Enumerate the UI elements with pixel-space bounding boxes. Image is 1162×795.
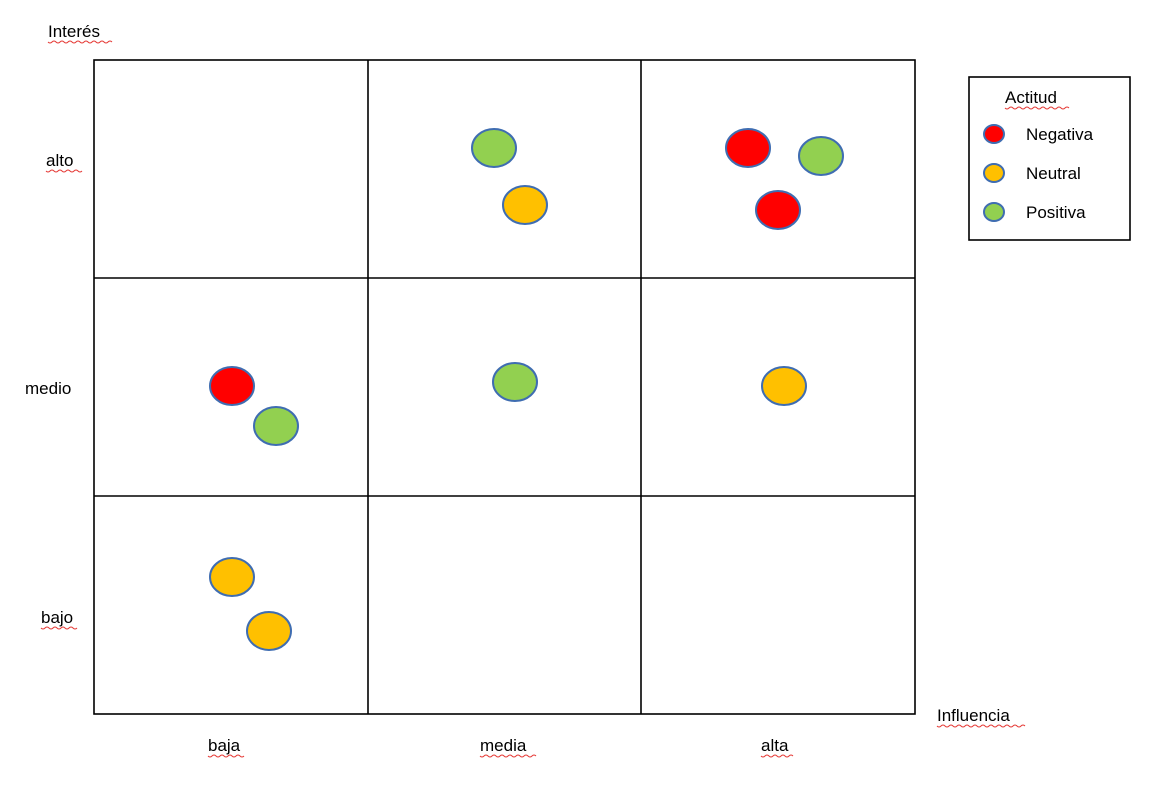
x-axis-title: Influencia [937,706,1010,725]
stakeholder-dot-positiva [492,362,538,402]
legend-title: Actitud [1005,88,1057,107]
row-label-bajo: bajo [41,608,73,627]
legend-swatch-negativa [983,124,1005,144]
grid-frame [93,59,916,715]
stakeholder-dot-positiva [471,128,517,168]
legend-label-negativa: Negativa [1026,125,1094,144]
legend-items: Negativa Neutral Positiva [983,124,1094,222]
legend-swatch-neutral [983,163,1005,183]
legend-swatch-positiva [983,202,1005,222]
stakeholder-dot-negativa [725,128,771,168]
spellcheck-underline [936,724,1026,728]
spellcheck-underline [47,40,113,44]
legend: Actitud Negativa Neutral Positiva [968,76,1131,241]
stakeholder-points [209,128,844,651]
spellcheck-underline [45,169,83,173]
col-label-media: media [480,736,527,755]
stakeholder-dot-neutral [502,185,548,225]
stakeholder-dot-positiva [253,406,299,446]
col-label-baja: baja [208,736,241,755]
row-label-alto: alto [46,151,73,170]
spellcheck-underline [207,754,245,758]
legend-label-neutral: Neutral [1026,164,1081,183]
stakeholder-dot-negativa [755,190,801,230]
spellcheck-underline [760,754,794,758]
stakeholder-dot-neutral [246,611,292,651]
legend-label-positiva: Positiva [1026,203,1086,222]
stakeholder-dot-positiva [798,136,844,176]
stakeholder-dot-neutral [209,557,255,597]
col-label-alta: alta [761,736,789,755]
spellcheck-underline [479,754,537,758]
grid [93,59,916,715]
row-label-medio: medio [25,379,71,398]
y-axis-title: Interés [48,22,100,41]
stakeholder-dot-negativa [209,366,255,406]
spellcheck-underline [40,626,78,630]
spellcheck-underline [1004,106,1070,110]
stakeholder-dot-neutral [761,366,807,406]
